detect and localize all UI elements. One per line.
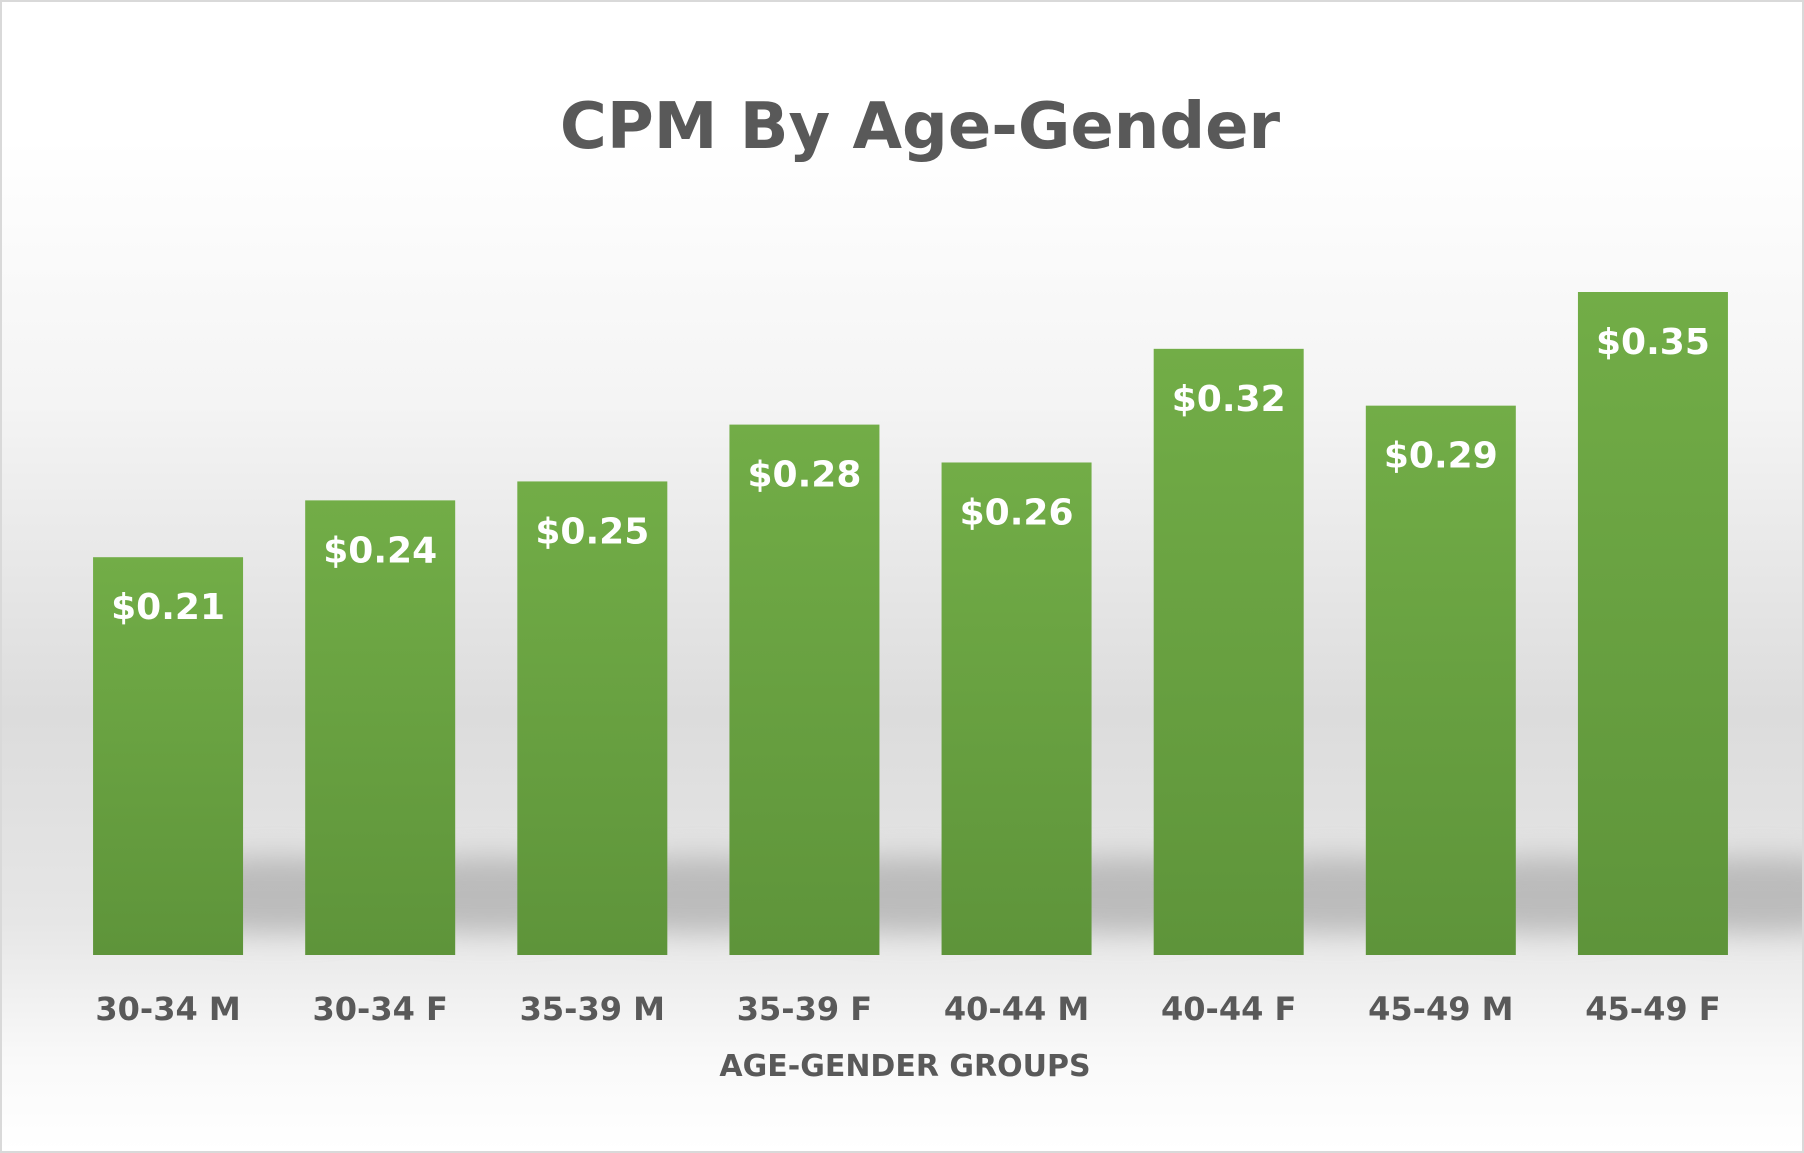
x-tick-label: 40-44 F (1161, 990, 1296, 1028)
bars-group: $0.21 $0.24 $0.25 $0.28 $0.26 $0.32 $0.29 $0.35 (93, 292, 1728, 956)
x-tick-label: 45-49 M (1368, 990, 1513, 1028)
data-label: $0.35 (1596, 322, 1710, 363)
bar-40-44-m (941, 462, 1092, 955)
chart-title: CPM By Age-Gender (560, 90, 1281, 164)
bar-35-39-m (517, 481, 668, 955)
data-label: $0.24 (323, 530, 437, 571)
data-label: $0.26 (960, 492, 1074, 533)
bar-30-34-m (93, 557, 244, 955)
x-tick-label: 40-44 M (944, 990, 1089, 1028)
x-axis-title: AGE-GENDER GROUPS (719, 1049, 1090, 1084)
bar-40-44-f (1153, 348, 1304, 955)
bar-30-34-f (305, 500, 456, 955)
data-label: $0.28 (748, 455, 862, 496)
data-label: $0.29 (1384, 436, 1498, 477)
x-tick-label: 30-34 M (95, 990, 240, 1028)
x-tick-label: 35-39 F (737, 990, 872, 1028)
data-label: $0.21 (111, 587, 225, 628)
x-tick-label: 45-49 F (1585, 990, 1720, 1028)
data-label: $0.32 (1172, 379, 1286, 420)
x-axis-ticks: 30-34 M 30-34 F 35-39 M 35-39 F 40-44 M 40-44… (95, 990, 1720, 1028)
x-tick-label: 30-34 F (313, 990, 448, 1028)
bar-35-39-f (729, 424, 880, 956)
bar-45-49-m (1365, 405, 1516, 956)
bar-45-49-f (1577, 292, 1728, 955)
data-label: $0.25 (535, 511, 649, 552)
x-tick-label: 35-39 M (520, 990, 665, 1028)
